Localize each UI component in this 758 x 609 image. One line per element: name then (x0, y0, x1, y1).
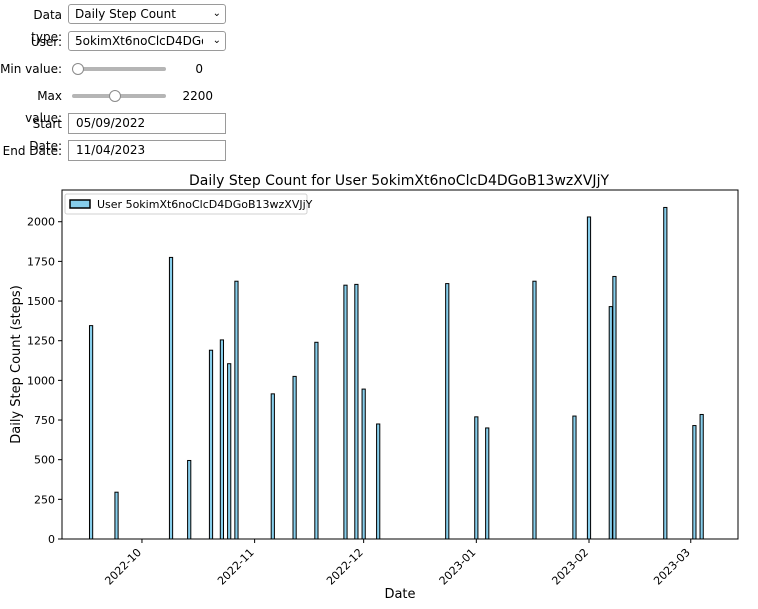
min-value-slider-track[interactable] (72, 67, 166, 71)
bar-2022-10-25 (227, 363, 232, 540)
bar-2022-11-06 (270, 393, 275, 540)
end-date-row: End Date: 11/04/2023 (0, 140, 240, 162)
bar-2022-11-12 (292, 375, 297, 540)
y-tick-label: 250 (34, 493, 55, 506)
chart-title: Daily Step Count for User 5okimXt6noClcD… (189, 173, 609, 189)
bar-2022-09-17 (88, 325, 94, 540)
y-tick-label: 0 (48, 533, 55, 546)
step-count-chart: Daily Step Count for User 5okimXt6noClcD… (9, 173, 739, 602)
max-value-readout: 2200 (182, 89, 213, 103)
data-type-label: Data type: (31, 8, 62, 44)
bar-2022-10-23 (219, 339, 225, 540)
y-tick-label: 1250 (27, 335, 55, 348)
bar-2023-02-22 (663, 206, 668, 540)
x-tick-label: 2023-02 (549, 546, 591, 588)
chevron-down-icon: ⌄ (212, 35, 221, 46)
min-value-slider-thumb[interactable] (72, 63, 84, 75)
max-value-label: Max value: (25, 89, 62, 125)
y-tick-label: 1500 (27, 295, 55, 308)
bar-2023-02-01 (586, 216, 592, 540)
x-axis-label: Date (384, 587, 415, 602)
bar-2023-01-17 (532, 280, 537, 540)
y-tick-label: 2000 (27, 216, 55, 229)
y-axis-label: Daily Step Count (steps) (9, 285, 24, 444)
start-date-label: Start Date: (29, 117, 62, 153)
max-value-slider-thumb[interactable] (108, 90, 121, 102)
bar-2023-01-01 (474, 416, 479, 540)
bar-2023-02-07 (608, 306, 613, 540)
y-tick-label: 1750 (27, 255, 55, 268)
x-tick-label: 2023-01 (437, 546, 479, 588)
bar-2023-01-04 (485, 427, 490, 540)
bar-2023-02-08 (612, 275, 617, 540)
data-type-select[interactable]: Daily Step Count ⌄ (68, 4, 226, 24)
bar-2023-03-04 (699, 413, 704, 540)
bar-2022-09-24 (114, 491, 119, 540)
plot-frame (61, 189, 739, 540)
x-tick-label: 2022-10 (102, 546, 144, 588)
chevron-down-icon: ⌄ (212, 8, 221, 19)
min-value-readout: 0 (195, 62, 203, 76)
bar-group (88, 206, 704, 540)
max-value-row: Max value: 2200 (0, 85, 240, 125)
y-axis: 0 250 500 750 1000 1250 1500 1750 2000 (27, 216, 62, 546)
y-tick-label: 1000 (27, 374, 55, 387)
bar-2022-11-29 (354, 283, 359, 540)
data-type-value: Daily Step Count (75, 7, 176, 21)
bar-2022-10-14 (187, 459, 192, 540)
bar-2022-10-20 (208, 349, 214, 540)
user-select[interactable]: 5okimXt6noClcD4DGoB13wzXVJjY ⌄ (68, 31, 226, 51)
bar-2022-12-05 (376, 423, 381, 540)
x-tick-label: 2022-12 (324, 546, 366, 588)
user-value: 5okimXt6noClcD4DGoB13wzXVJjY (75, 34, 203, 48)
x-tick-label: 2022-11 (215, 546, 257, 588)
min-value-label: Min value: (0, 62, 62, 76)
data-type-row: Data type: Daily Step Count ⌄ (0, 4, 240, 44)
start-date-row: Start Date: 05/09/2022 (0, 113, 240, 153)
bar-2022-10-27 (234, 280, 239, 540)
legend-label: User 5okimXt6noClcD4DGoB13wzXVJjY (97, 198, 313, 211)
start-date-input[interactable]: 05/09/2022 (68, 113, 226, 134)
y-tick-label: 750 (34, 414, 55, 427)
legend: User 5okimXt6noClcD4DGoB13wzXVJjY (64, 193, 313, 215)
bar-2022-10-09 (168, 256, 174, 540)
user-row: User: 5okimXt6noClcD4DGoB13wzXVJjY ⌄ (0, 31, 240, 53)
bar-2022-12-01 (361, 388, 366, 540)
user-label: User: (30, 35, 62, 49)
end-date-input[interactable]: 11/04/2023 (68, 140, 226, 161)
bar-2023-01-28 (572, 415, 577, 540)
bar-2022-12-24 (445, 283, 450, 540)
end-date-label: End Date: (2, 144, 62, 158)
bar-2022-11-18 (314, 341, 319, 540)
bar-2023-03-02 (692, 425, 697, 540)
legend-box (64, 193, 308, 215)
bar-2022-11-26 (343, 284, 348, 540)
x-axis: 2022-10 2022-11 2022-12 2023-01 2023-02 2023-… (102, 539, 693, 588)
y-tick-label: 500 (34, 454, 55, 467)
min-value-row: Min value: 0 (0, 58, 240, 80)
legend-swatch (69, 199, 91, 209)
x-tick-label: 2023-03 (651, 546, 693, 588)
